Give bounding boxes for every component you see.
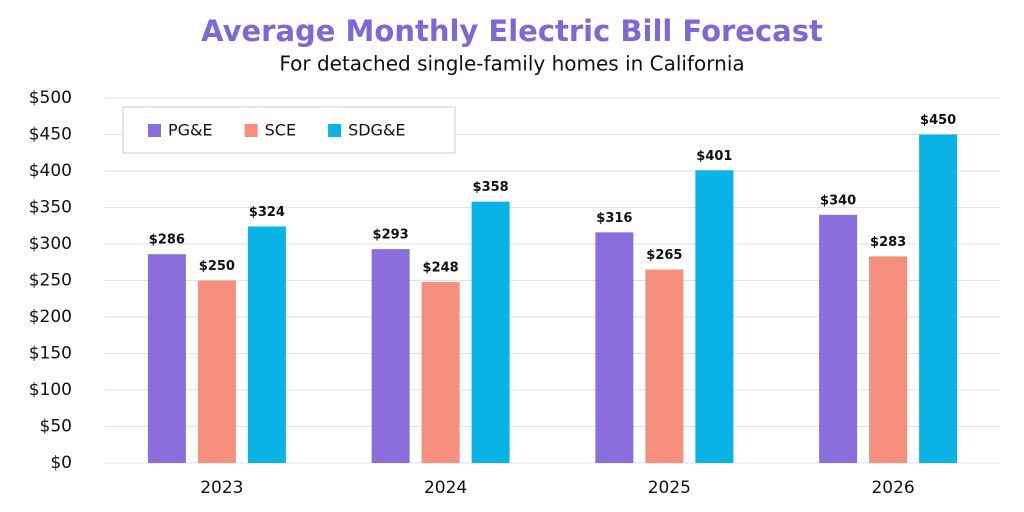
x-tick-label: 2023: [200, 478, 243, 498]
value-label: $248: [423, 260, 459, 275]
x-tick-label: 2024: [424, 478, 467, 498]
x-tick-label: 2025: [648, 478, 691, 498]
y-tick-label: $300: [29, 234, 72, 254]
bar: [147, 254, 186, 463]
y-tick-label: $0: [50, 453, 72, 473]
legend-swatch: [244, 124, 258, 137]
value-label: $250: [199, 259, 235, 274]
chart-title: Average Monthly Electric Bill Forecast: [201, 14, 823, 48]
bar: [595, 232, 634, 463]
bar: [421, 281, 460, 463]
y-tick-label: $350: [29, 198, 72, 218]
bar: [197, 280, 236, 463]
bar: [247, 226, 286, 463]
value-label: $283: [870, 235, 906, 250]
value-label: $401: [696, 149, 732, 164]
value-label: $286: [149, 233, 185, 248]
legend-swatch: [148, 124, 161, 137]
value-label: $450: [920, 113, 956, 128]
value-label: $316: [596, 211, 632, 226]
bars: 2023 $286 $250 $324 2024 $293 $248 $358 2025 $316…: [147, 113, 958, 498]
y-tick-label: $450: [29, 125, 72, 145]
y-tick-label: $250: [29, 271, 72, 291]
legend-label: SDG&E: [348, 121, 405, 140]
chart-subtitle: For detached single-family homes in Cali…: [279, 52, 744, 76]
x-tick-label: 2026: [871, 478, 914, 498]
y-tick-label: $400: [29, 161, 72, 181]
legend-label: PG&E: [168, 121, 213, 140]
legend-swatch: [328, 124, 342, 137]
y-tick-label: $200: [29, 307, 72, 327]
y-tick-label: $50: [40, 417, 72, 437]
legend-box: [122, 106, 456, 154]
bar: [471, 201, 510, 463]
bar: [645, 269, 684, 463]
y-tick-label: $100: [29, 380, 72, 400]
y-tick-label: $150: [29, 344, 72, 364]
y-tick-label: $500: [29, 88, 72, 108]
bar: [695, 170, 734, 463]
legend-label: SCE: [265, 121, 296, 140]
bar: [819, 214, 858, 463]
legend: PG&E SCE SDG&E: [148, 121, 406, 140]
bar: [869, 256, 908, 463]
value-label: $293: [373, 228, 409, 243]
bar: [371, 249, 410, 463]
value-label: $265: [646, 248, 682, 263]
value-label: $340: [820, 193, 856, 208]
value-label: $358: [473, 180, 509, 195]
bar: [919, 134, 958, 463]
value-label: $324: [249, 205, 285, 220]
